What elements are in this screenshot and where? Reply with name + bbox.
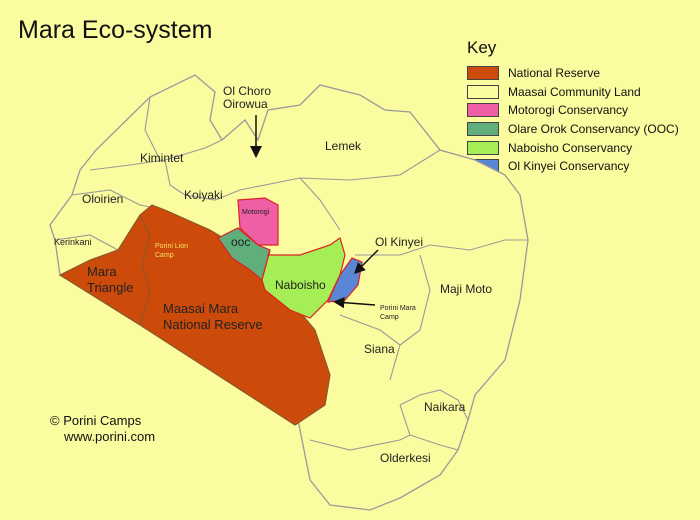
swatch-ooc bbox=[467, 122, 499, 137]
label-porini-mara: Porini Mara bbox=[380, 305, 416, 312]
label-oloirien: Oloirien bbox=[82, 192, 123, 206]
motorogi-conservancy-area bbox=[237, 197, 279, 246]
swatch-motorogi bbox=[467, 103, 499, 118]
key-item-naboisho: Naboisho Conservancy bbox=[467, 138, 679, 157]
label-lemek: Lemek bbox=[325, 139, 362, 153]
ol-kinyei-conservancy-area bbox=[327, 257, 363, 303]
label-olderkesi: Olderkesi bbox=[380, 451, 431, 465]
label-koiyaki: Koiyaki bbox=[184, 188, 223, 202]
swatch-naboisho bbox=[467, 140, 499, 155]
copyright-url[interactable]: www.porini.com bbox=[64, 429, 156, 444]
label-triangle: Triangle bbox=[87, 280, 133, 295]
label-national-reserve: National Reserve bbox=[163, 317, 263, 332]
map-key: National Reserve Maasai Community Land M… bbox=[467, 64, 679, 176]
label-naboisho: Naboisho bbox=[275, 278, 326, 292]
label-ol-kinyei: Ol Kinyei bbox=[375, 235, 423, 249]
label-mara: Mara bbox=[87, 264, 117, 279]
label-kerinkani: Kerinkani bbox=[54, 237, 92, 247]
label-ol-choro: Ol Choro bbox=[223, 84, 271, 98]
label-maji-moto: Maji Moto bbox=[440, 282, 492, 296]
swatch-national-reserve bbox=[467, 66, 499, 81]
label-kimintet: Kimintet bbox=[140, 151, 184, 165]
label-motorogi: Motorogi bbox=[242, 209, 270, 216]
copyright: © Porini Camps www.porini.com bbox=[50, 413, 155, 445]
swatch-maasai-community-land bbox=[467, 84, 499, 99]
label-porini-mara-camp: Camp bbox=[380, 314, 399, 321]
key-label: Ol Kinyei Conservancy bbox=[508, 159, 630, 174]
mara-river-boundary bbox=[139, 214, 151, 326]
key-item-ooc: Olare Orok Conservancy (OOC) bbox=[467, 120, 679, 139]
key-item-maasai-community-land: Maasai Community Land bbox=[467, 83, 679, 102]
ol-kinyei-arrow bbox=[354, 249, 379, 274]
key-item-motorogi: Motorogi Conservancy bbox=[467, 101, 679, 120]
key-label: Motorogi Conservancy bbox=[508, 103, 629, 118]
label-porini-lion-camp: Camp bbox=[155, 252, 174, 259]
key-label: Maasai Community Land bbox=[508, 84, 641, 99]
label-ooc: ooc bbox=[231, 235, 250, 249]
label-oirowua: Oirowua bbox=[223, 97, 268, 111]
copyright-line-1: © Porini Camps bbox=[50, 413, 142, 428]
key-title: Key bbox=[467, 38, 497, 57]
key-label: Naboisho Conservancy bbox=[508, 140, 633, 155]
naboisho-conservancy-area bbox=[261, 237, 346, 319]
porini-mara-arrow bbox=[333, 297, 376, 309]
label-maasai-mara: Maasai Mara bbox=[163, 301, 239, 316]
label-naikara: Naikara bbox=[424, 400, 466, 414]
label-siana: Siana bbox=[364, 342, 395, 356]
key-label: Olare Orok Conservancy (OOC) bbox=[508, 122, 679, 137]
key-label: National Reserve bbox=[508, 66, 601, 81]
map-title: Mara Eco-system bbox=[18, 16, 213, 44]
label-porini-lion: Porini Lion bbox=[155, 243, 188, 250]
key-item-national-reserve: National Reserve bbox=[467, 64, 679, 83]
